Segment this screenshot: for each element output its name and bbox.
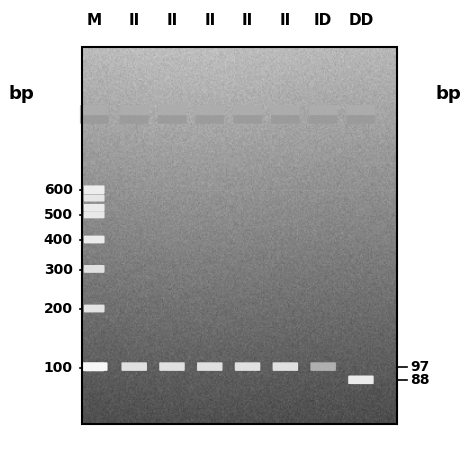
- Text: bp: bp: [8, 85, 34, 103]
- FancyBboxPatch shape: [235, 362, 260, 371]
- FancyBboxPatch shape: [121, 362, 147, 371]
- Text: bp: bp: [436, 85, 462, 103]
- FancyBboxPatch shape: [348, 375, 374, 384]
- FancyBboxPatch shape: [271, 115, 300, 124]
- FancyBboxPatch shape: [159, 362, 185, 371]
- FancyBboxPatch shape: [84, 204, 104, 212]
- FancyBboxPatch shape: [309, 115, 337, 124]
- FancyBboxPatch shape: [120, 105, 149, 115]
- FancyBboxPatch shape: [84, 363, 104, 371]
- Text: 97: 97: [410, 360, 429, 374]
- FancyBboxPatch shape: [233, 115, 262, 124]
- FancyBboxPatch shape: [84, 265, 104, 273]
- FancyBboxPatch shape: [84, 236, 104, 243]
- FancyBboxPatch shape: [310, 362, 336, 371]
- Text: II: II: [166, 13, 178, 28]
- Text: II: II: [204, 13, 215, 28]
- Text: II: II: [280, 13, 291, 28]
- FancyBboxPatch shape: [120, 115, 149, 124]
- Text: DD: DD: [348, 13, 374, 28]
- Text: 400: 400: [44, 233, 73, 247]
- FancyBboxPatch shape: [196, 105, 224, 115]
- FancyBboxPatch shape: [84, 194, 104, 202]
- FancyBboxPatch shape: [309, 105, 337, 115]
- Text: 200: 200: [44, 302, 73, 316]
- FancyBboxPatch shape: [80, 105, 109, 115]
- Text: M: M: [86, 13, 102, 28]
- FancyBboxPatch shape: [84, 304, 104, 313]
- FancyBboxPatch shape: [273, 362, 298, 371]
- Text: 100: 100: [44, 361, 73, 375]
- Text: II: II: [129, 13, 140, 28]
- Text: 600: 600: [44, 184, 73, 198]
- Text: 88: 88: [410, 373, 429, 387]
- FancyBboxPatch shape: [80, 115, 109, 124]
- FancyBboxPatch shape: [81, 362, 108, 371]
- FancyBboxPatch shape: [346, 115, 375, 124]
- FancyBboxPatch shape: [197, 362, 222, 371]
- FancyBboxPatch shape: [84, 211, 104, 218]
- Text: II: II: [242, 13, 253, 28]
- Text: ID: ID: [314, 13, 332, 28]
- Text: 300: 300: [44, 264, 73, 277]
- FancyBboxPatch shape: [346, 105, 375, 115]
- FancyBboxPatch shape: [157, 115, 186, 124]
- FancyBboxPatch shape: [196, 115, 224, 124]
- FancyBboxPatch shape: [233, 105, 262, 115]
- Text: 500: 500: [44, 208, 73, 222]
- Bar: [82, 47, 397, 424]
- FancyBboxPatch shape: [271, 105, 300, 115]
- FancyBboxPatch shape: [157, 105, 186, 115]
- FancyBboxPatch shape: [84, 185, 104, 194]
